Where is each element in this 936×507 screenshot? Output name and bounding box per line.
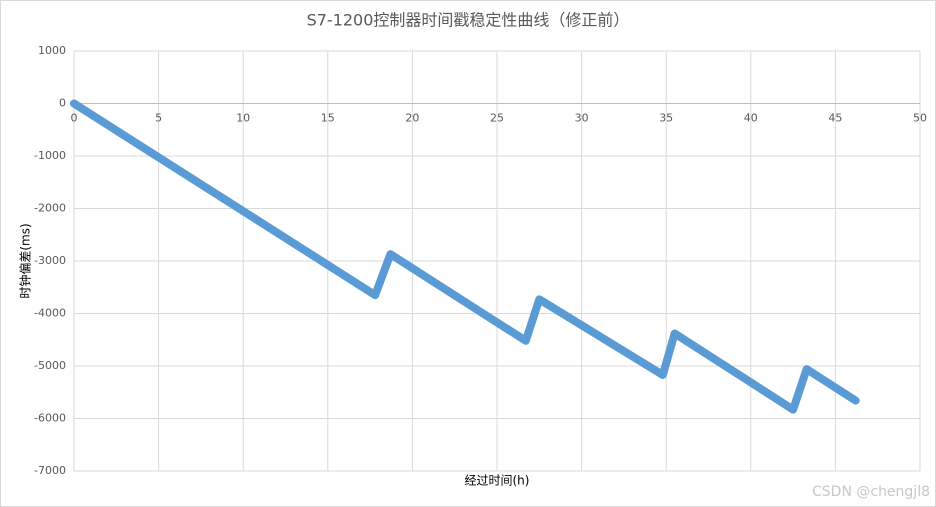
y-tick-label: -6000 [34,412,66,425]
y-tick-label: -2000 [34,202,66,215]
x-tick-label: 15 [321,112,335,125]
x-tick-label: 20 [405,112,419,125]
chart-title: S7-1200控制器时间戳稳定性曲线（修正前） [307,11,630,30]
x-tick-label: 25 [490,112,504,125]
y-tick-label: -3000 [34,254,66,267]
x-tick-label: 0 [71,112,78,125]
x-tick-label: 5 [155,112,162,125]
y-tick-label: -1000 [34,149,66,162]
y-tick-label: -5000 [34,359,66,372]
x-tick-label: 45 [828,112,842,125]
y-tick-label: 0 [59,97,66,110]
x-tick-label: 50 [913,112,927,125]
x-axis-title: 经过时间(h) [465,474,530,488]
y-axis-title: 时钟偏差(ms) [18,223,33,298]
y-tick-label: -7000 [34,464,66,477]
watermark: CSDN @chengjl8 [812,484,930,500]
y-tick-label: 1000 [38,44,66,57]
series-line [70,99,860,414]
x-tick-label: 10 [236,112,250,125]
x-tick-label: 35 [659,112,673,125]
y-tick-label: -4000 [34,307,66,320]
x-tick-label: 30 [575,112,589,125]
x-tick-label: 40 [744,112,758,125]
